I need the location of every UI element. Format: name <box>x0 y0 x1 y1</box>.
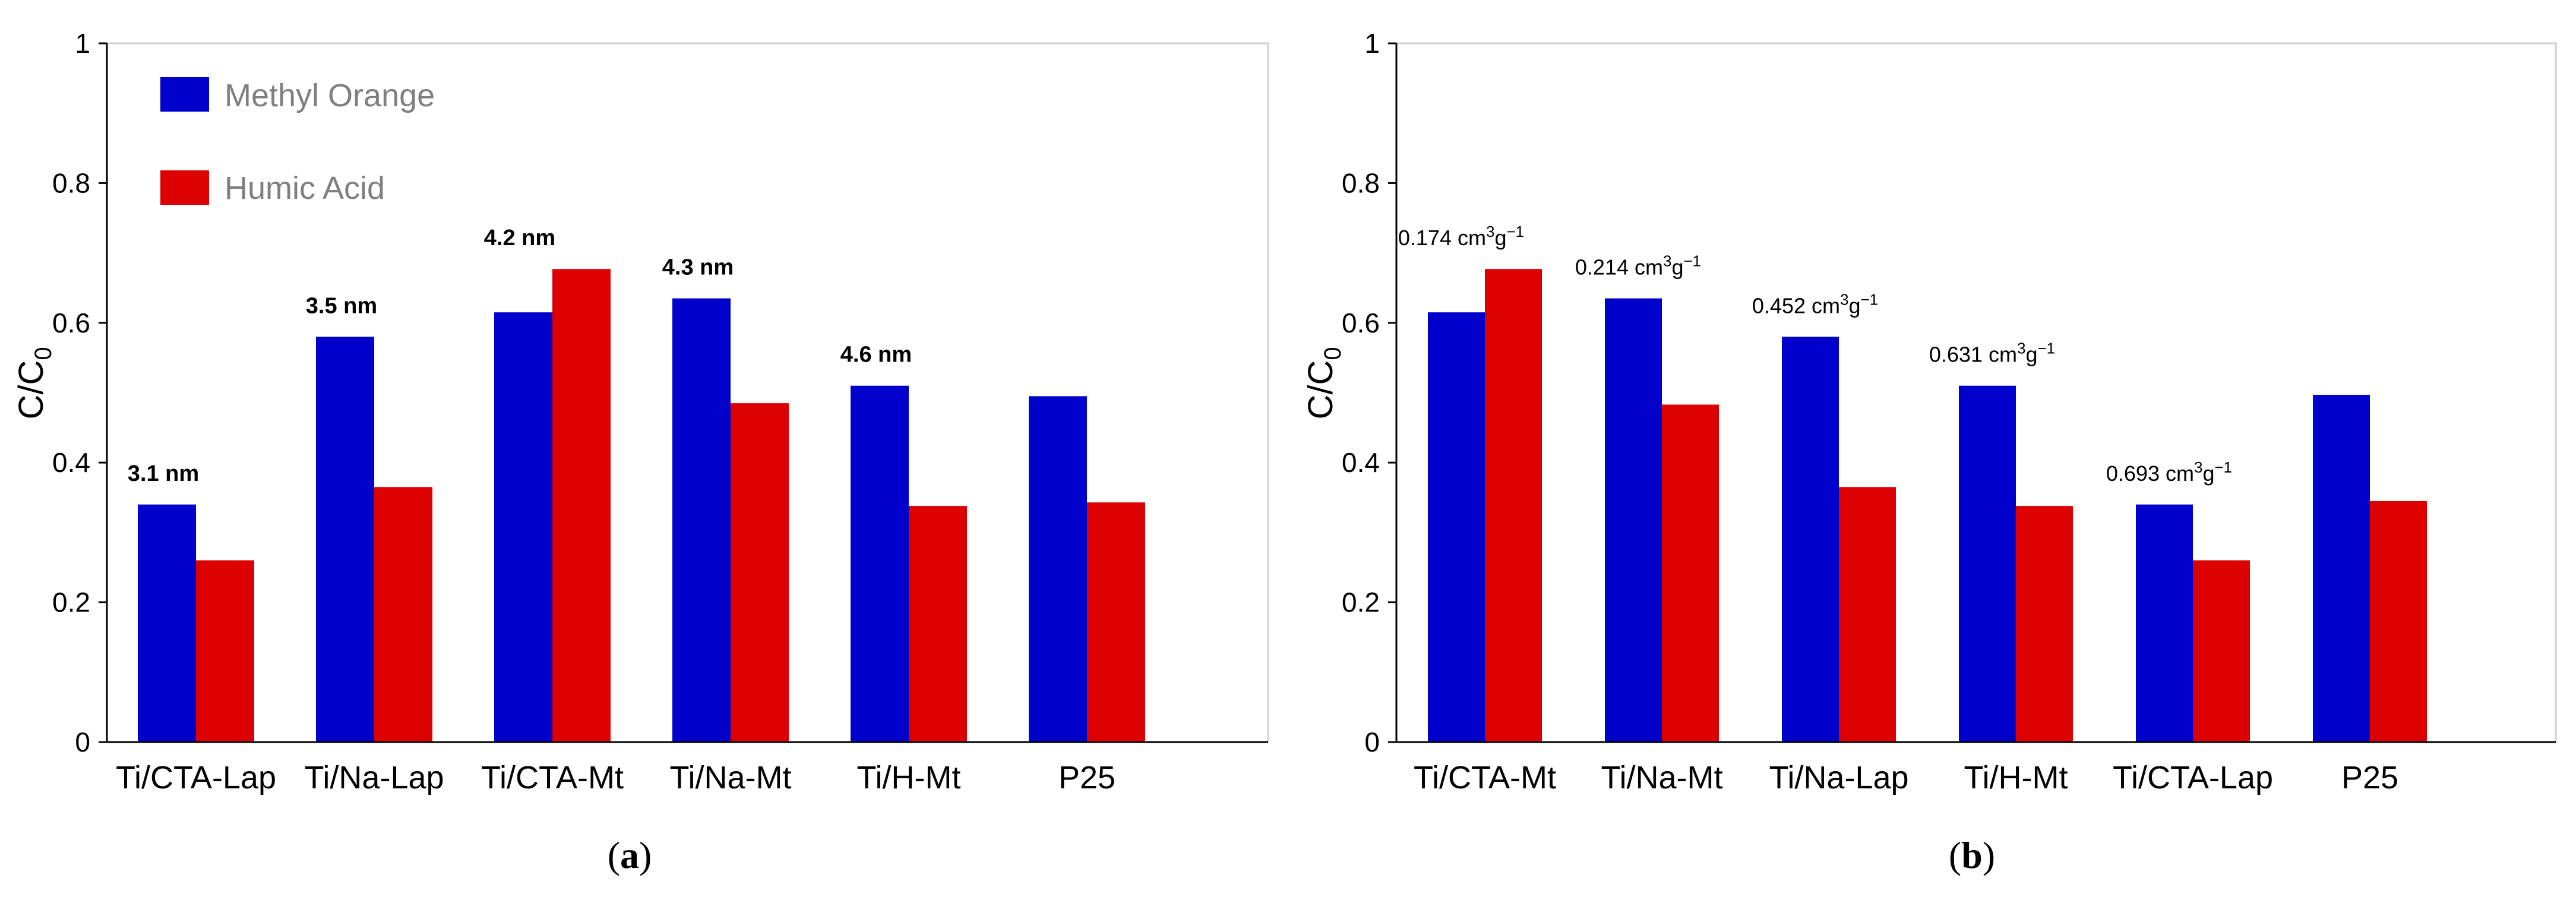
y-tick-label: 0.8 <box>52 167 90 198</box>
x-tick-label: Ti/Na-Mt <box>670 760 792 795</box>
bar-humic-acid <box>2016 506 2073 742</box>
bar-methyl-orange <box>1428 312 1485 742</box>
x-tick-label: Ti/CTA-Lap <box>2113 760 2273 795</box>
pore-size-annotation: 4.6 nm <box>840 343 912 367</box>
y-axis-label-main: C/C <box>12 360 50 420</box>
pore-size-annotation: 4.3 nm <box>662 255 734 280</box>
bar-humic-acid <box>374 487 432 742</box>
y-axis-label: C/C0 <box>1301 347 1346 419</box>
bar-methyl-orange <box>672 298 731 743</box>
x-tick-label: Ti/Na-Lap <box>1769 760 1908 795</box>
pore-volume-annotation: 0.452 cm3g−1 <box>1752 290 1878 318</box>
legend-label-humic-acid: Humic Acid <box>225 170 385 206</box>
bar-humic-acid <box>2370 500 2427 742</box>
panel-label: (a) <box>608 834 652 876</box>
pore-size-annotation: 4.2 nm <box>484 226 555 251</box>
bar-humic-acid <box>1839 487 1896 742</box>
bar-methyl-orange <box>2313 395 2370 742</box>
y-axis-label: C/C0 <box>12 347 56 419</box>
pore-size-annotation: 3.1 nm <box>128 461 199 486</box>
legend-label-methyl-orange: Methyl Orange <box>225 78 435 113</box>
bar-methyl-orange <box>851 385 909 742</box>
bar-methyl-orange <box>316 337 374 742</box>
bar-humic-acid <box>1087 502 1145 742</box>
panel-label: (b) <box>1949 834 1995 876</box>
legend-swatch-methyl-orange <box>160 77 209 112</box>
pore-volume-annotation: 0.693 cm3g−1 <box>2106 458 2232 486</box>
x-tick-label: Ti/CTA-Lap <box>116 760 276 795</box>
bar-humic-acid <box>2193 560 2250 742</box>
y-tick-label: 0.6 <box>1342 308 1380 338</box>
bar-methyl-orange <box>1605 298 1662 743</box>
x-tick-label: Ti/H-Mt <box>1964 760 2068 795</box>
y-tick-label: 0.2 <box>1342 587 1380 618</box>
pore-size-annotation: 3.5 nm <box>306 293 377 318</box>
bar-humic-acid <box>731 403 789 742</box>
legend-swatch-humic-acid <box>160 170 209 205</box>
x-tick-label: Ti/CTA-Mt <box>481 760 624 795</box>
x-tick-label: Ti/Na-Mt <box>1601 760 1723 795</box>
y-axis-label-main: C/C <box>1301 360 1340 420</box>
y-axis-label-sub: 0 <box>1320 347 1346 360</box>
x-tick-label: Ti/Na-Lap <box>304 760 444 795</box>
pore-volume-annotation: 0.214 cm3g−1 <box>1575 252 1701 280</box>
bar-methyl-orange <box>1782 337 1839 742</box>
bar-methyl-orange <box>1029 396 1087 742</box>
x-tick-label: Ti/CTA-Mt <box>1414 760 1556 795</box>
y-tick-label: 0 <box>75 727 90 757</box>
y-tick-label: 1 <box>1364 28 1380 59</box>
y-tick-label: 1 <box>75 28 90 59</box>
pore-volume-annotation: 0.174 cm3g−1 <box>1398 223 1524 250</box>
y-axis-label-sub: 0 <box>30 347 56 360</box>
x-tick-label: P25 <box>2341 760 2398 795</box>
y-tick-label: 0.4 <box>1342 447 1380 478</box>
bar-methyl-orange <box>138 504 196 742</box>
bar-humic-acid <box>1662 404 1719 742</box>
bar-methyl-orange <box>1959 385 2016 742</box>
bar-methyl-orange <box>494 312 552 742</box>
bar-humic-acid <box>909 506 967 742</box>
bar-methyl-orange <box>2136 504 2193 742</box>
y-tick-label: 0.6 <box>52 308 90 338</box>
x-tick-label: Ti/H-Mt <box>857 760 961 795</box>
y-tick-label: 0 <box>1364 727 1380 757</box>
pore-volume-annotation: 0.631 cm3g−1 <box>1929 340 2055 367</box>
y-tick-label: 0.8 <box>1342 167 1380 198</box>
bar-humic-acid <box>196 560 254 742</box>
x-tick-label: P25 <box>1058 760 1115 795</box>
bar-humic-acid <box>1485 269 1542 742</box>
y-tick-label: 0.4 <box>52 447 90 478</box>
y-tick-label: 0.2 <box>52 587 90 618</box>
bar-humic-acid <box>552 269 611 742</box>
